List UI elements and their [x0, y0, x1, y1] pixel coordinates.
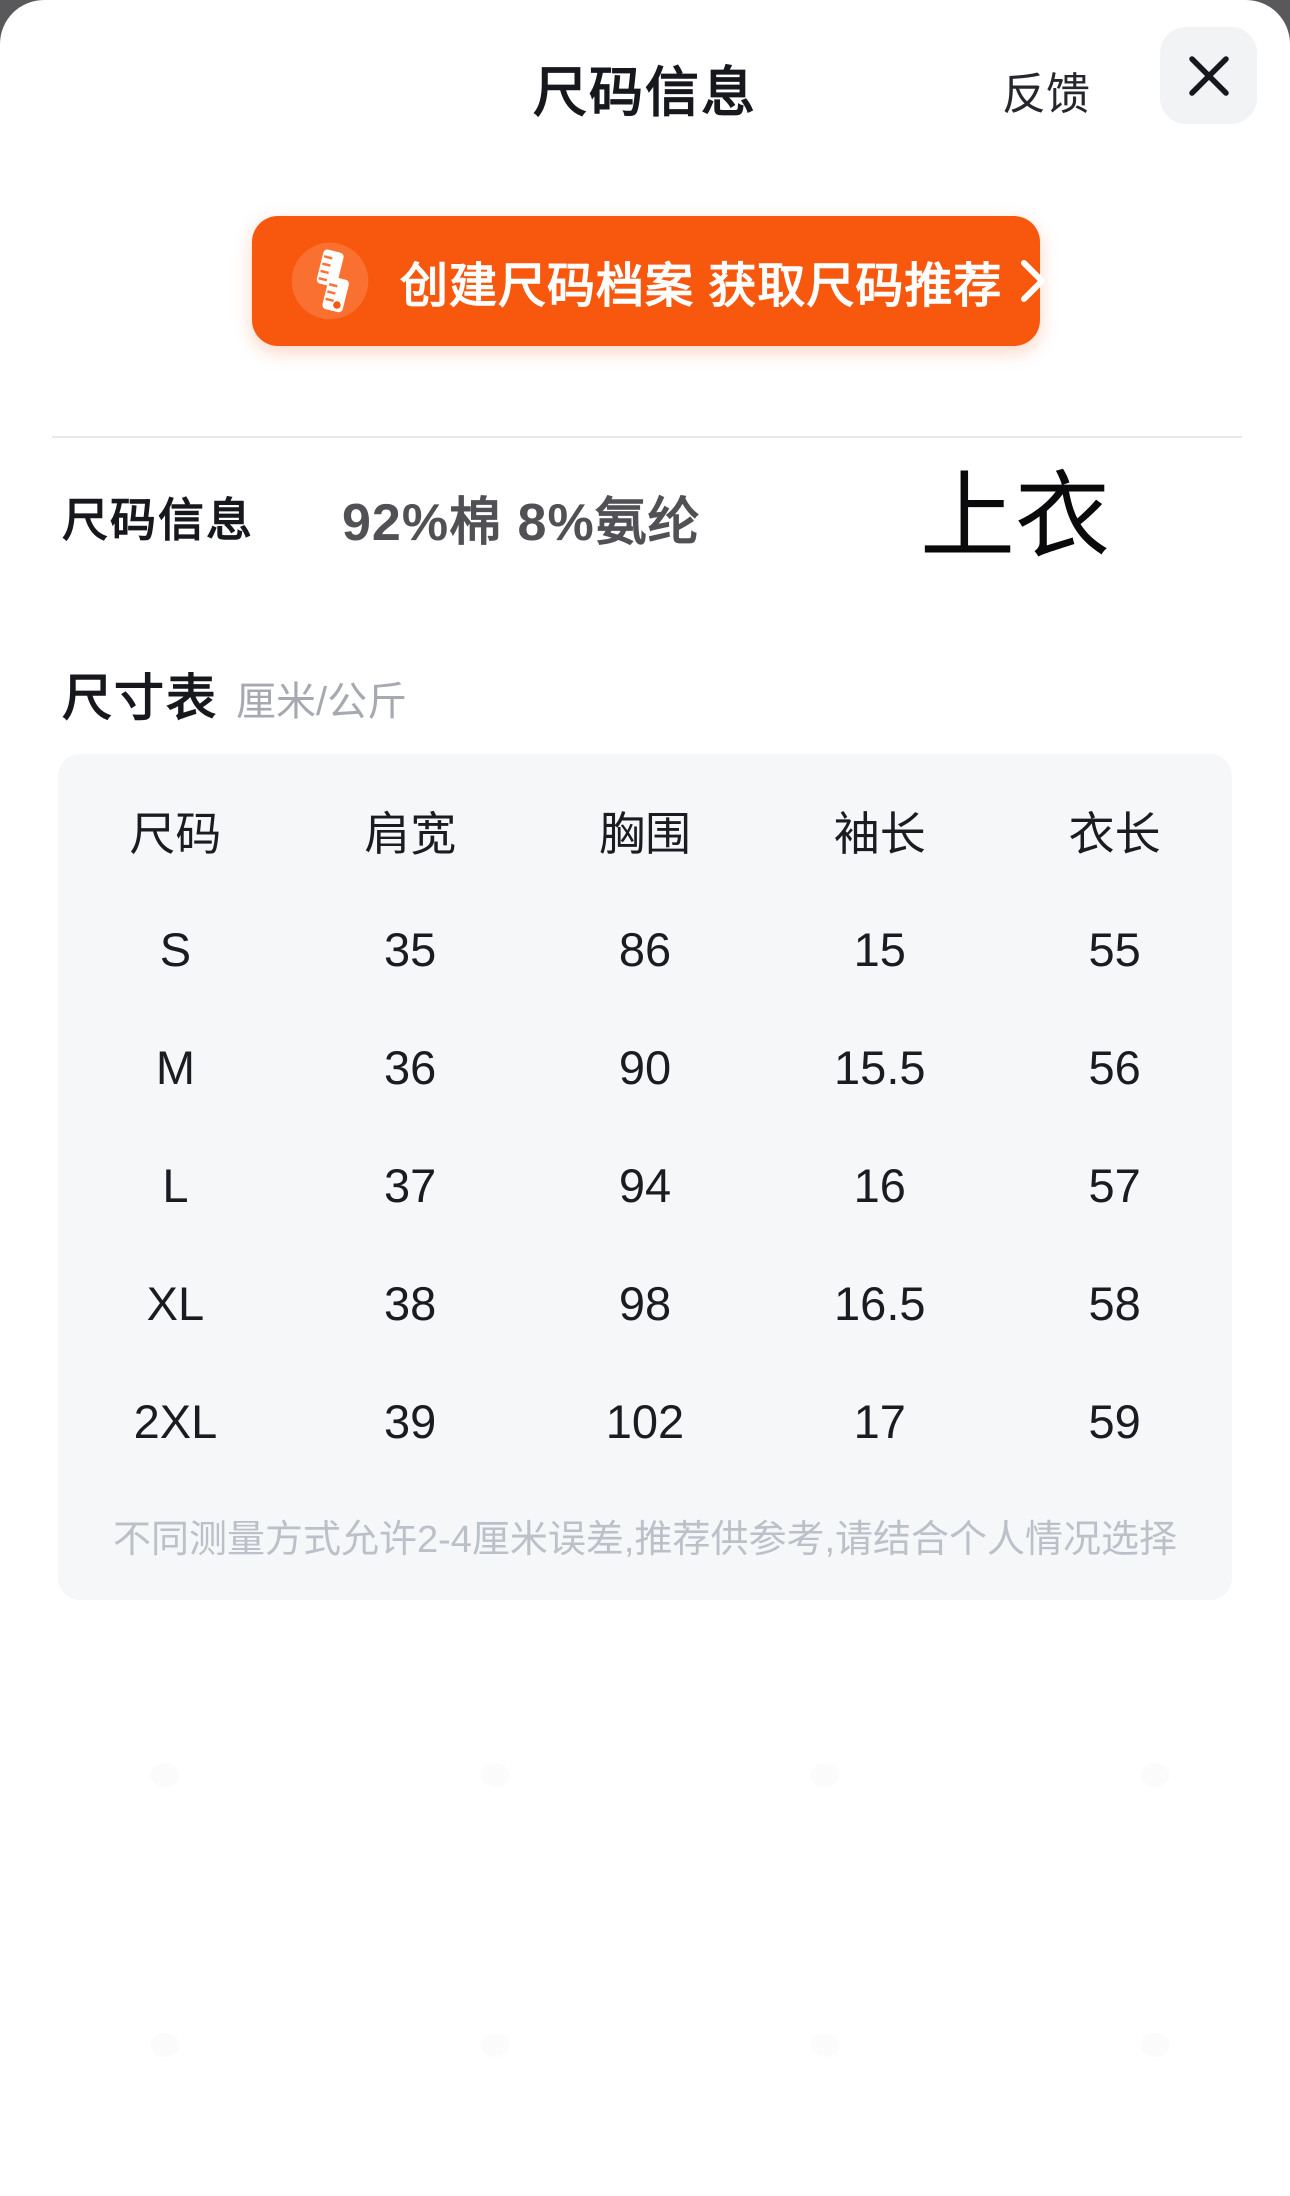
value-cell: 38: [384, 1276, 437, 1330]
size-cell: M: [155, 1040, 195, 1094]
create-size-profile-button[interactable]: 创建尺码档案 获取尺码推荐: [252, 216, 1046, 346]
value-cell: 98: [618, 1276, 672, 1330]
value-cell: 35: [384, 922, 437, 976]
value-cell: 39: [384, 1394, 437, 1448]
faint-watermark-area: [0, 1640, 1290, 2196]
size-chart-table: 尺码 肩宽 胸围 袖长 衣长 S 35 86 15 55 M 36 90 15.…: [58, 754, 1232, 1600]
table-row: M 36 90 15.5 56: [58, 1008, 1232, 1126]
table-row: S 35 86 15 55: [58, 890, 1232, 1008]
size-cell: 2XL: [133, 1394, 218, 1448]
size-cell: S: [159, 922, 192, 976]
value-cell: 16: [853, 1158, 906, 1212]
value-cell: 58: [1088, 1276, 1141, 1330]
page-title: 尺码信息: [533, 63, 757, 123]
size-chart-unit: 厘米/公斤: [236, 680, 408, 724]
chevron-right-icon: [1018, 257, 1048, 305]
close-icon: [1187, 54, 1231, 98]
size-info-label: 尺码信息: [62, 494, 254, 546]
close-button[interactable]: [1160, 27, 1257, 124]
size-chart-title-row: 尺寸表 厘米/公斤: [62, 658, 407, 730]
value-cell: 37: [384, 1158, 437, 1212]
material-info-row: 尺码信息 92%棉 8%氨纶 上衣: [0, 462, 1290, 572]
value-cell: 56: [1088, 1040, 1141, 1094]
table-row: 2XL 39 102 17 59: [58, 1362, 1232, 1480]
column-header: 肩宽: [364, 808, 457, 860]
table-row: L 37 94 16 57: [58, 1126, 1232, 1244]
size-cell: L: [162, 1158, 189, 1212]
column-header: 衣长: [1068, 808, 1161, 860]
value-cell: 15: [853, 922, 906, 976]
value-cell: 36: [384, 1040, 437, 1094]
value-cell: 16.5: [834, 1276, 926, 1330]
value-cell: 55: [1088, 922, 1141, 976]
value-cell: 59: [1088, 1394, 1141, 1448]
value-cell: 102: [605, 1394, 685, 1448]
material-value: 92%棉 8%氨纶: [342, 493, 701, 552]
sheet-header: 尺码信息 反馈: [0, 0, 1290, 170]
ruler-icon: [290, 241, 370, 321]
column-header: 胸围: [598, 808, 691, 860]
feedback-link[interactable]: 反馈: [1002, 70, 1090, 119]
banner-label: 创建尺码档案 获取尺码推荐: [400, 260, 1003, 313]
value-cell: 57: [1088, 1158, 1141, 1212]
column-header: 尺码: [129, 808, 222, 860]
size-cell: XL: [146, 1276, 205, 1330]
value-cell: 94: [618, 1158, 672, 1212]
value-cell: 17: [853, 1394, 906, 1448]
category-label: 上衣: [919, 463, 1110, 570]
section-divider: [52, 436, 1242, 438]
column-header: 袖长: [833, 808, 926, 860]
table-header-row: 尺码 肩宽 胸围 袖长 衣长: [58, 784, 1232, 878]
value-cell: 90: [618, 1040, 672, 1094]
table-row: XL 38 98 16.5 58: [58, 1244, 1232, 1362]
measurement-note: 不同测量方式允许2-4厘米误差,推荐供参考,请结合个人情况选择: [112, 1519, 1178, 1561]
size-chart-title: 尺寸表: [62, 670, 218, 726]
value-cell: 86: [618, 922, 672, 976]
value-cell: 15.5: [834, 1040, 926, 1094]
